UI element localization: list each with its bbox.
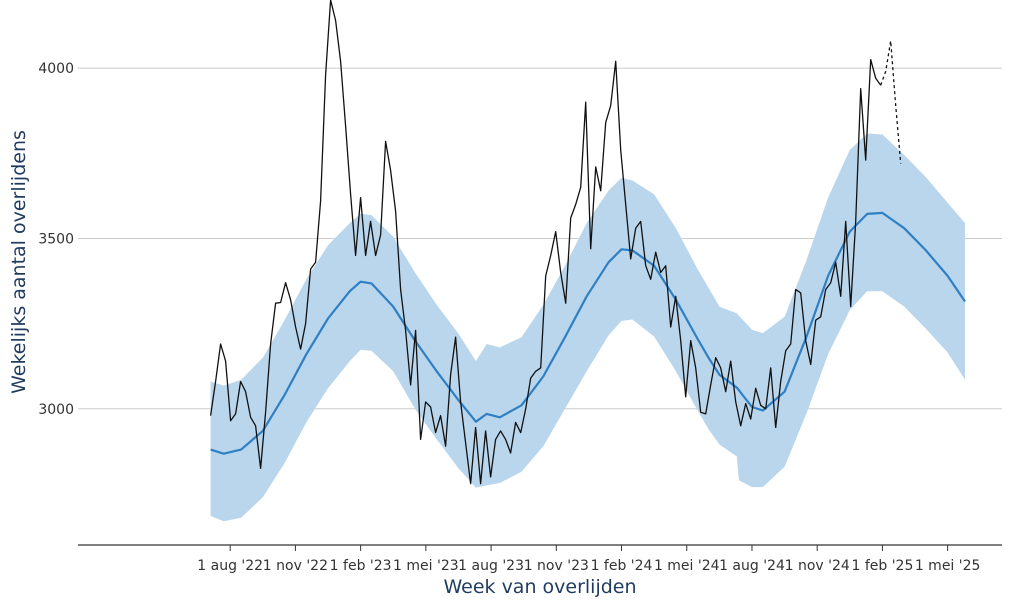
observed-deaths-line <box>209 0 882 485</box>
x-tick-label-11: 1 mei '25 <box>915 558 981 574</box>
y-tick-label-3500: 3500 <box>38 231 74 247</box>
y-tick-label-3000: 3000 <box>38 402 74 418</box>
x-tick-label-2: 1 feb '23 <box>330 558 392 574</box>
y-axis-title: Wekelijks aantal overlijdens <box>8 130 30 394</box>
x-tick-label-8: 1 aug '24 <box>719 558 785 574</box>
x-tick-label-3: 1 mei '23 <box>393 558 459 574</box>
x-tick-label-10: 1 feb '25 <box>851 558 913 574</box>
axes <box>78 544 1002 551</box>
x-tick-label-9: 1 nov '24 <box>785 558 850 574</box>
expected-deaths-line <box>210 211 966 455</box>
x-tick-label-5: 1 nov '23 <box>524 558 589 574</box>
x-tick-label-6: 1 feb '24 <box>591 558 653 574</box>
series-layer <box>209 0 966 485</box>
x-tick-label-7: 1 mei '24 <box>654 558 720 574</box>
x-axis-title: Week van overlijden <box>443 576 636 598</box>
y-tick-label-4000: 4000 <box>38 61 74 77</box>
x-tick-label-1: 1 nov '22 <box>263 558 328 574</box>
x-tick-label-0: 1 aug '22 <box>197 558 263 574</box>
x-tick-label-4: 1 aug '23 <box>458 558 524 574</box>
